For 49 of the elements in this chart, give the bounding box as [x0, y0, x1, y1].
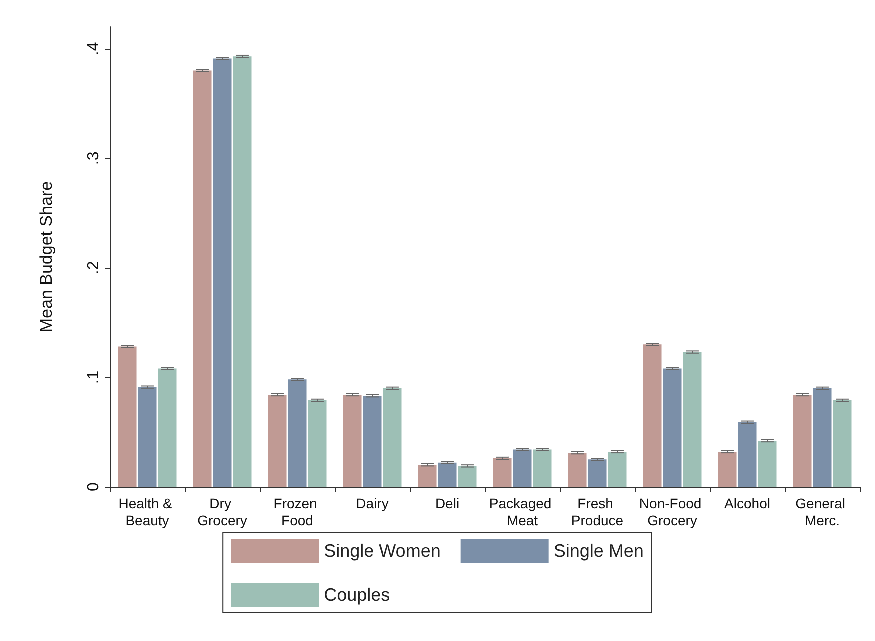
- y-axis-title: Mean Budget Share: [37, 181, 56, 333]
- y-tick-label: .3: [86, 152, 102, 166]
- bar: [588, 460, 607, 487]
- bar: [118, 346, 137, 487]
- bar: [438, 462, 457, 487]
- bar: [608, 452, 627, 487]
- bar: [568, 453, 587, 487]
- bar: [718, 452, 737, 487]
- x-tick-label: Frozen Food: [274, 496, 322, 528]
- x-tick-label: Deli: [435, 496, 460, 512]
- y-tick-label: .1: [86, 370, 102, 384]
- bar: [738, 422, 757, 487]
- bar: [683, 352, 702, 487]
- bar: [493, 458, 512, 487]
- bar: [758, 441, 777, 487]
- bar: [833, 400, 852, 487]
- bar: [308, 400, 327, 487]
- bar: [158, 368, 177, 487]
- x-tick-label: Health & Beauty: [118, 496, 176, 528]
- bar: [663, 368, 682, 487]
- x-tick-label: General Merc.: [796, 496, 850, 528]
- bar: [813, 388, 832, 487]
- bar: [213, 58, 232, 487]
- bar: [643, 344, 662, 487]
- legend-label: Single Men: [554, 541, 644, 561]
- bar: [458, 466, 477, 487]
- bar: [383, 388, 402, 487]
- x-tick-label: Packaged Meat: [489, 496, 556, 528]
- bar: [363, 396, 382, 487]
- legend-label: Couples: [324, 585, 390, 605]
- x-tick-label: Dry Grocery: [198, 496, 248, 528]
- x-tick-label: Dairy: [356, 496, 389, 512]
- bar: [268, 395, 287, 487]
- y-tick-label: .4: [86, 42, 102, 56]
- bar: [193, 70, 212, 487]
- y-tick-label: 0: [86, 482, 102, 492]
- bar: [288, 380, 307, 487]
- bar: [343, 395, 362, 487]
- bar: [533, 450, 552, 487]
- y-tick-label: .2: [86, 261, 102, 275]
- legend-label: Single Women: [324, 541, 441, 561]
- bar: [233, 56, 252, 487]
- bar: [793, 395, 812, 487]
- x-tick-label: Non-Food Grocery: [639, 496, 706, 528]
- bar: [418, 465, 437, 487]
- x-tick-label: Fresh Produce: [571, 496, 624, 528]
- bar: [513, 450, 532, 487]
- x-tick-label: Alcohol: [724, 496, 770, 512]
- bar: [138, 387, 157, 487]
